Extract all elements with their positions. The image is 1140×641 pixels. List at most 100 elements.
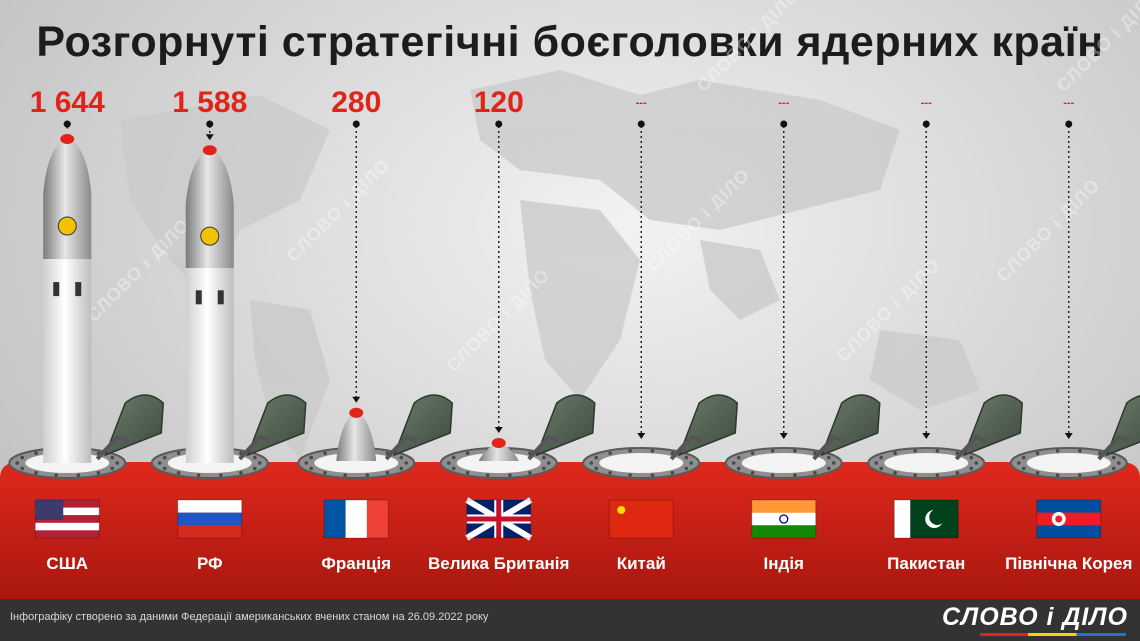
silo-bolt bbox=[750, 470, 755, 475]
lid-hinge bbox=[238, 434, 271, 461]
country-column: --- Пакистан bbox=[867, 97, 1024, 573]
silo-bolt bbox=[608, 470, 612, 475]
silo-bolt bbox=[451, 455, 456, 460]
silo-bolt bbox=[650, 449, 655, 453]
silo-lid bbox=[535, 394, 596, 457]
silo-bolt bbox=[176, 470, 181, 475]
silo-bolt bbox=[546, 461, 551, 465]
silo-bolt bbox=[465, 470, 470, 475]
leader-arrow bbox=[779, 433, 788, 439]
silo-bolt bbox=[1035, 470, 1040, 475]
silo-bolt bbox=[589, 461, 594, 465]
silo-bolt bbox=[110, 466, 115, 471]
silo-bolt bbox=[239, 470, 243, 475]
silo-bolt bbox=[541, 455, 546, 460]
silo-bolt bbox=[399, 455, 404, 460]
leader-arrow bbox=[637, 433, 646, 439]
flag-china-icon bbox=[608, 499, 674, 539]
lid-hinge bbox=[95, 434, 128, 461]
value-label: 1 588 bbox=[172, 86, 247, 119]
silo-lid bbox=[246, 394, 307, 457]
silo-opening bbox=[1026, 453, 1111, 473]
silo-bolt bbox=[96, 470, 101, 475]
silo-bolt bbox=[399, 466, 404, 471]
country-column: --- Північна Корея bbox=[1005, 97, 1140, 573]
silo-bolt bbox=[913, 449, 917, 453]
leader-dot bbox=[637, 120, 645, 128]
leader-arrow bbox=[494, 427, 503, 433]
silo-bolt bbox=[252, 455, 257, 460]
warhead-tip bbox=[202, 145, 217, 156]
silo-bolt bbox=[219, 473, 223, 477]
silo-bolt bbox=[162, 466, 167, 471]
silo-bolt bbox=[893, 451, 897, 456]
silo-bolt bbox=[750, 451, 755, 456]
silo-bolt bbox=[608, 451, 612, 456]
radiation-icon bbox=[57, 216, 77, 236]
country-label: Велика Британія bbox=[428, 554, 569, 573]
silo-bolt bbox=[20, 466, 25, 471]
silo-bolt bbox=[813, 470, 817, 475]
silo-bolt bbox=[770, 449, 775, 453]
silo-bolt bbox=[34, 451, 38, 456]
silo-lid bbox=[962, 394, 1024, 457]
leader-dot bbox=[922, 120, 930, 128]
silo-bolt bbox=[465, 451, 470, 456]
silo-bolt bbox=[257, 461, 262, 465]
silo-bolt bbox=[1098, 470, 1102, 475]
flag-uk-icon bbox=[465, 497, 533, 541]
silo-bolt bbox=[309, 466, 314, 471]
warhead-cone bbox=[43, 137, 92, 193]
silo-opening bbox=[456, 453, 541, 473]
leader-arrow bbox=[205, 134, 214, 141]
lid-hinge bbox=[1097, 434, 1130, 461]
silo-bolt bbox=[826, 466, 831, 471]
country-label: Північна Корея bbox=[1005, 554, 1132, 573]
silo-bolt bbox=[1078, 473, 1082, 477]
silo-bolt bbox=[1016, 461, 1021, 465]
flag-russia-icon bbox=[177, 499, 243, 539]
country-column: --- Китай bbox=[582, 97, 739, 573]
silo-bolt bbox=[731, 461, 736, 465]
value-label: 280 bbox=[331, 86, 381, 119]
silo-bolt bbox=[110, 455, 115, 460]
silo-bolt bbox=[54, 473, 58, 477]
silo-opening bbox=[884, 453, 969, 473]
missile-window bbox=[53, 282, 60, 297]
silo-bolt bbox=[1035, 451, 1040, 456]
missile-window bbox=[217, 290, 224, 305]
ground-band bbox=[0, 462, 1140, 599]
flag-india-icon bbox=[751, 499, 817, 539]
silo-lid bbox=[103, 394, 165, 457]
silo-bolt bbox=[684, 455, 689, 460]
silo-bolt bbox=[793, 449, 797, 453]
country-label: Індія bbox=[764, 554, 804, 573]
leader-arrow bbox=[352, 396, 361, 403]
silo-bolt bbox=[1111, 455, 1116, 460]
leader-arrow bbox=[63, 123, 72, 129]
silo-bolt bbox=[935, 473, 940, 477]
silo-lid bbox=[820, 394, 881, 457]
warhead-cone bbox=[336, 410, 377, 461]
warhead-tip bbox=[60, 134, 75, 144]
silo-bolt bbox=[1021, 455, 1026, 460]
silo-bolt bbox=[736, 455, 741, 460]
silo-bolt bbox=[684, 466, 689, 471]
silo-bolt bbox=[628, 473, 632, 477]
silo-bolt bbox=[1055, 449, 1060, 453]
silo-bolt bbox=[323, 470, 327, 475]
lid-hinge bbox=[812, 434, 845, 461]
silo-lid bbox=[677, 394, 739, 457]
silo-bolt bbox=[1116, 461, 1121, 465]
warhead-tip bbox=[349, 407, 364, 418]
country-label: США bbox=[46, 554, 88, 573]
silo-bolt bbox=[670, 470, 675, 475]
silo-bolt bbox=[541, 466, 546, 471]
silo-bolt bbox=[628, 449, 632, 453]
value-label: 1 644 bbox=[30, 86, 105, 119]
silo-bolt bbox=[913, 473, 917, 477]
silo-bolt bbox=[115, 461, 120, 465]
silo-bolt bbox=[34, 470, 38, 475]
logo-underline bbox=[980, 633, 1126, 636]
